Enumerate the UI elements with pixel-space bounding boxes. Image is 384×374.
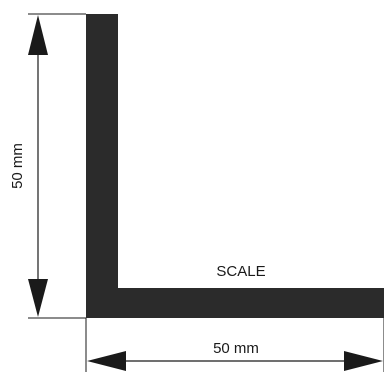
scale-label: SCALE [216,263,265,280]
vertical-arrow-bottom-icon [28,279,48,317]
horizontal-arrow-left-icon [87,351,126,371]
vertical-dimension-label: 50 mm [9,143,26,189]
horizontal-arrow-right-icon [344,351,383,371]
vertical-arrow-top-icon [28,15,48,55]
horizontal-dimension-label: 50 mm [213,340,259,357]
l-angle-profile [86,14,384,318]
